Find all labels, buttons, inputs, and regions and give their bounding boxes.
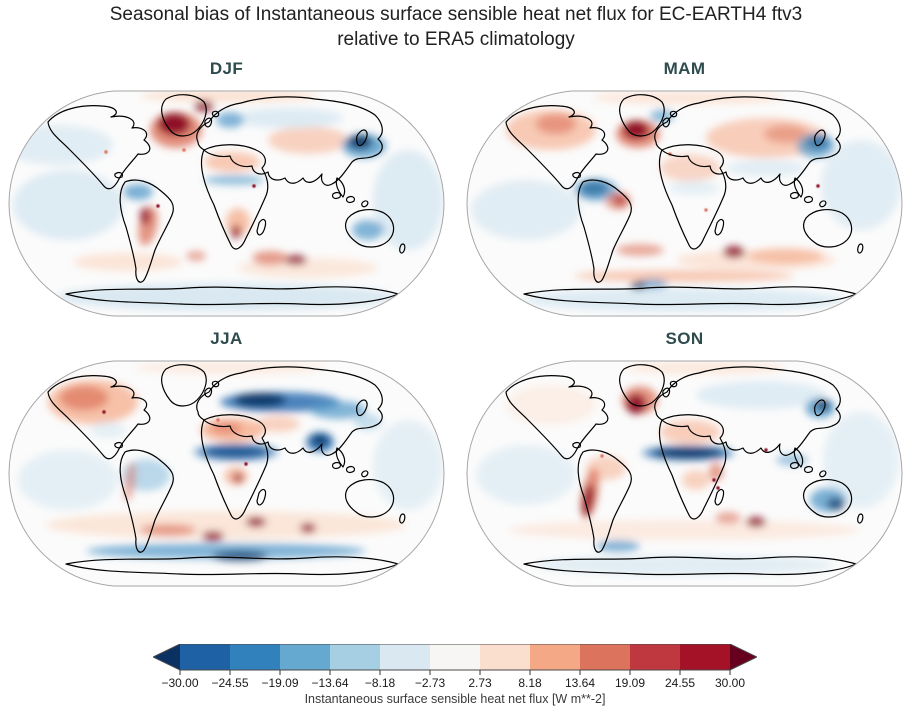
panel-djf: DJF bbox=[8, 56, 445, 317]
colorbar-tick: 2.73 bbox=[468, 676, 492, 690]
colorbar-tick: −2.73 bbox=[414, 676, 446, 690]
colorbar: −30.00 −24.55 −19.09 −13.64 −8.18 −2.73 2.73 8.… bbox=[153, 644, 757, 706]
map-mam bbox=[466, 90, 903, 317]
colorbar-tick: 19.09 bbox=[614, 676, 646, 690]
figure-title-line2: relative to ERA5 climatology bbox=[337, 29, 575, 50]
colorbar-tick: 24.55 bbox=[664, 676, 696, 690]
colorbar-tick-labels: −30.00 −24.55 −19.09 −13.64 −8.18 −2.73 2.73 8.… bbox=[153, 676, 757, 691]
colorbar-label: Instantaneous surface sensible heat net … bbox=[304, 692, 606, 706]
map-jja bbox=[8, 360, 445, 587]
colorbar-tick: 30.00 bbox=[714, 676, 746, 690]
colorbar-tick: −8.18 bbox=[364, 676, 396, 690]
colorbar-tick: 13.64 bbox=[564, 676, 596, 690]
colorbar-tick: −24.55 bbox=[211, 676, 249, 690]
panel-son: SON bbox=[466, 326, 903, 587]
colorbar-tick: 8.18 bbox=[518, 676, 542, 690]
panel-jja: JJA bbox=[8, 326, 445, 587]
panel-title-son: SON bbox=[665, 329, 704, 348]
colorbar-tick: −13.64 bbox=[311, 676, 349, 690]
panel-title-djf: DJF bbox=[209, 59, 244, 78]
panel-mam: MAM bbox=[466, 56, 903, 317]
panel-title-mam: MAM bbox=[663, 59, 706, 78]
figure-title: Seasonal bias of Instantaneous surface s… bbox=[0, 2, 912, 52]
panel-title-jja: JJA bbox=[210, 329, 243, 348]
colorbar-tick: −30.00 bbox=[161, 676, 199, 690]
map-son bbox=[466, 360, 903, 587]
map-djf bbox=[8, 90, 445, 317]
figure-title-line1: Seasonal bias of Instantaneous surface s… bbox=[109, 4, 803, 25]
colorbar-svg bbox=[153, 644, 757, 675]
colorbar-tick: −19.09 bbox=[261, 676, 299, 690]
